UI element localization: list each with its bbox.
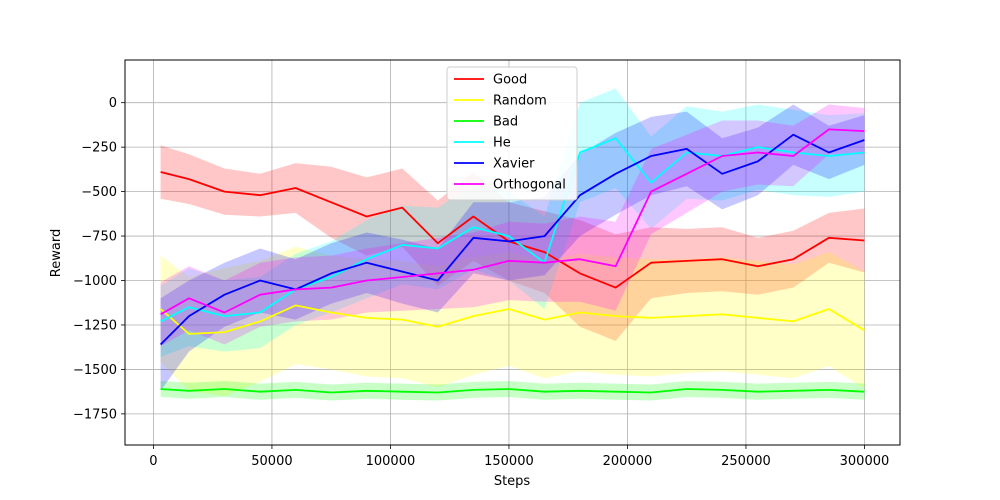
legend-label-bad: Bad bbox=[493, 115, 518, 130]
y-tick-label: −1000 bbox=[73, 274, 117, 289]
band-random bbox=[160, 246, 865, 397]
x-tick-label: 0 bbox=[149, 454, 157, 469]
line-orthogonal bbox=[160, 128, 865, 316]
legend-label-he: He bbox=[493, 136, 511, 151]
y-tick-label: −1500 bbox=[73, 363, 117, 378]
series-lines bbox=[159, 128, 865, 394]
band-bad bbox=[160, 381, 865, 401]
confidence-bands bbox=[160, 88, 865, 401]
legend-label-good: Good bbox=[493, 73, 527, 88]
line-bad bbox=[160, 388, 865, 394]
x-axis-label: Steps bbox=[494, 474, 531, 489]
line-random bbox=[160, 304, 865, 335]
x-tick-label: 200000 bbox=[603, 454, 653, 469]
y-tick-label: −1250 bbox=[73, 318, 117, 333]
x-tick-label: 50000 bbox=[251, 454, 292, 469]
y-tick-label: −750 bbox=[81, 230, 117, 245]
y-tick-label: −500 bbox=[81, 185, 117, 200]
y-tick-label: −1750 bbox=[73, 407, 117, 422]
line-xavier bbox=[159, 133, 865, 346]
legend-label-orthogonal: Orthogonal bbox=[493, 178, 566, 193]
x-tick-label: 100000 bbox=[366, 454, 416, 469]
x-tick-label: 250000 bbox=[721, 454, 771, 469]
legend: Good Random Bad He Xavier Orthogonal bbox=[446, 66, 578, 201]
legend-label-xavier: Xavier bbox=[493, 157, 535, 172]
y-axis-label: Reward bbox=[49, 229, 64, 277]
band-xavier bbox=[160, 104, 865, 391]
x-tick-label: 300000 bbox=[840, 454, 890, 469]
x-tick-label: 150000 bbox=[484, 454, 534, 469]
legend-label-random: Random bbox=[493, 94, 547, 109]
x-axis-ticks: 0 50000 100000 150000 200000 250000 300000 bbox=[149, 445, 889, 469]
plot-frame bbox=[124, 59, 901, 446]
y-axis-ticks: 0 −250 −500 −750 −1000 −1250 −1500 −1750 bbox=[73, 96, 125, 422]
line-he bbox=[160, 137, 865, 323]
band-he bbox=[160, 88, 865, 357]
y-tick-label: 0 bbox=[109, 96, 117, 111]
y-tick-label: −250 bbox=[81, 141, 117, 156]
